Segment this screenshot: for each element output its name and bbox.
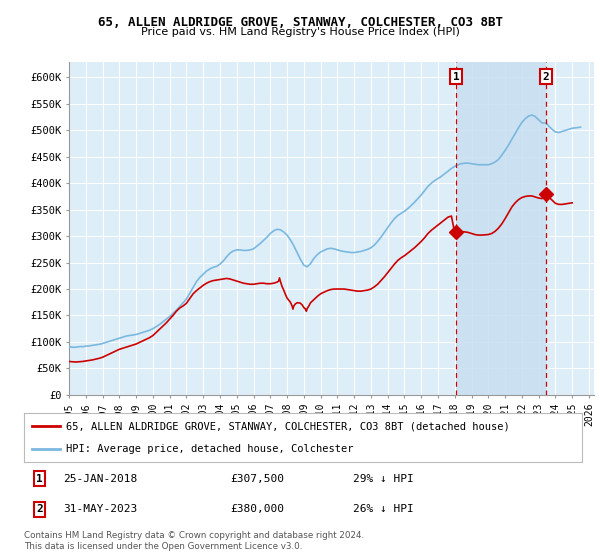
Bar <box>456 62 545 395</box>
Text: 26% ↓ HPI: 26% ↓ HPI <box>353 505 414 515</box>
Text: This data is licensed under the Open Government Licence v3.0.: This data is licensed under the Open Gov… <box>24 542 302 550</box>
Text: HPI: Average price, detached house, Colchester: HPI: Average price, detached house, Colc… <box>66 444 353 454</box>
Text: 1: 1 <box>36 474 43 484</box>
Text: 31-MAY-2023: 31-MAY-2023 <box>63 505 137 515</box>
Text: Contains HM Land Registry data © Crown copyright and database right 2024.: Contains HM Land Registry data © Crown c… <box>24 531 364 540</box>
Text: 29% ↓ HPI: 29% ↓ HPI <box>353 474 414 484</box>
Text: 2: 2 <box>542 72 549 82</box>
Text: 65, ALLEN ALDRIDGE GROVE, STANWAY, COLCHESTER, CO3 8BT (detached house): 65, ALLEN ALDRIDGE GROVE, STANWAY, COLCH… <box>66 421 509 431</box>
Text: 1: 1 <box>452 72 460 82</box>
Text: Price paid vs. HM Land Registry's House Price Index (HPI): Price paid vs. HM Land Registry's House … <box>140 27 460 37</box>
Text: 25-JAN-2018: 25-JAN-2018 <box>63 474 137 484</box>
Text: £380,000: £380,000 <box>230 505 284 515</box>
Text: 65, ALLEN ALDRIDGE GROVE, STANWAY, COLCHESTER, CO3 8BT: 65, ALLEN ALDRIDGE GROVE, STANWAY, COLCH… <box>97 16 503 29</box>
Text: 2: 2 <box>36 505 43 515</box>
Text: £307,500: £307,500 <box>230 474 284 484</box>
